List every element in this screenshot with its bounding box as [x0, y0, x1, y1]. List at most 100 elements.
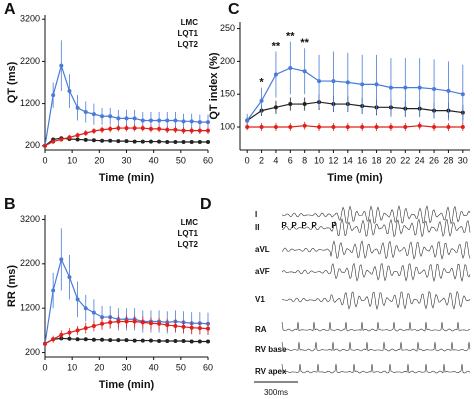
p-wave-label: P	[311, 221, 317, 230]
data-point	[124, 116, 129, 121]
data-point	[100, 315, 105, 320]
data-point	[388, 125, 393, 130]
ecg-trace	[281, 363, 471, 374]
data-point	[67, 135, 72, 140]
data-point	[360, 82, 365, 87]
data-point	[51, 139, 56, 144]
y-tick-label: 150	[220, 89, 235, 99]
x-tick-label: 60	[203, 362, 213, 372]
data-point	[83, 137, 88, 142]
lead-label: V1	[255, 295, 265, 304]
lead-label: RV apex	[255, 367, 287, 376]
data-point	[173, 118, 178, 123]
data-point	[181, 324, 186, 329]
x-tick-label: 30	[121, 155, 131, 165]
x-tick-label: 30	[121, 362, 131, 372]
data-point	[189, 119, 194, 124]
data-point	[189, 325, 194, 330]
y-tick-label: 200	[25, 140, 40, 150]
data-point	[165, 139, 170, 144]
data-point	[108, 126, 113, 131]
x-axis-label: Time (min)	[99, 379, 155, 391]
scale-bar-label: 300ms	[264, 388, 288, 397]
x-tick-label: 10	[67, 362, 77, 372]
data-point	[83, 337, 88, 342]
data-point	[91, 138, 96, 143]
data-point	[51, 288, 56, 293]
y-axis-label: QT index (%)	[208, 52, 220, 120]
data-point	[446, 125, 451, 130]
panel-letter: A	[4, 1, 16, 18]
data-point	[140, 338, 145, 343]
data-point	[259, 98, 264, 103]
data-point	[173, 127, 178, 132]
x-tick-label: 18	[372, 155, 382, 165]
data-point	[148, 321, 153, 326]
p-wave-label: P	[331, 221, 337, 230]
data-point	[288, 125, 293, 130]
x-tick-label: 50	[176, 155, 186, 165]
data-point	[388, 85, 393, 90]
data-point	[317, 125, 322, 130]
data-point	[67, 330, 72, 335]
x-tick-label: 10	[314, 155, 324, 165]
data-point	[83, 131, 88, 136]
data-point	[157, 126, 162, 131]
ecg-trace	[281, 321, 471, 332]
y-tick-label: 2200	[20, 56, 40, 66]
x-tick-label: 0	[42, 155, 47, 165]
y-axis-label: QT (ms)	[6, 61, 18, 103]
data-point	[165, 127, 170, 132]
data-point	[345, 80, 350, 85]
data-point	[43, 341, 47, 346]
data-point	[91, 129, 96, 134]
data-point	[173, 139, 178, 144]
data-point	[148, 118, 153, 123]
x-tick-label: 60	[203, 155, 213, 165]
x-axis-label: Time (min)	[327, 172, 383, 184]
data-point	[75, 328, 80, 333]
data-point	[91, 323, 96, 328]
legend-entry: LQT2	[178, 240, 199, 249]
data-point	[124, 319, 129, 324]
data-point	[100, 114, 105, 119]
data-point	[91, 112, 96, 117]
lead-label: aVF	[255, 267, 270, 276]
data-point	[157, 339, 162, 344]
data-point	[75, 105, 80, 110]
data-point	[148, 126, 153, 131]
x-tick-label: 20	[94, 155, 104, 165]
data-point	[189, 128, 194, 133]
x-tick-label: 0	[42, 362, 47, 372]
series-line	[246, 101, 463, 121]
data-point	[116, 139, 121, 144]
data-point	[189, 339, 194, 344]
data-point	[124, 139, 129, 144]
y-tick-label: 250	[220, 23, 235, 33]
data-point	[59, 63, 64, 68]
data-point	[100, 127, 105, 132]
x-tick-label: 50	[176, 362, 186, 372]
data-point	[197, 120, 202, 125]
data-point	[206, 326, 210, 331]
data-point	[460, 125, 465, 130]
panel-letter: D	[200, 196, 212, 213]
data-point	[206, 128, 210, 133]
x-tick-label: 2	[259, 155, 264, 165]
data-point	[403, 125, 408, 130]
data-point	[132, 139, 137, 144]
lead-label: RV base	[255, 345, 287, 354]
data-point	[374, 82, 379, 87]
data-point	[181, 339, 186, 344]
data-point	[206, 339, 210, 344]
y-tick-label: 200	[25, 347, 40, 357]
ecg-trace	[281, 240, 471, 260]
data-point	[83, 326, 88, 331]
data-point	[83, 110, 88, 115]
data-point	[59, 137, 64, 142]
x-tick-label: 0	[245, 155, 250, 165]
x-tick-label: 40	[149, 155, 159, 165]
data-point	[302, 102, 307, 107]
legend-entry: LMC	[181, 218, 199, 227]
y-tick-label: 3200	[20, 14, 40, 24]
